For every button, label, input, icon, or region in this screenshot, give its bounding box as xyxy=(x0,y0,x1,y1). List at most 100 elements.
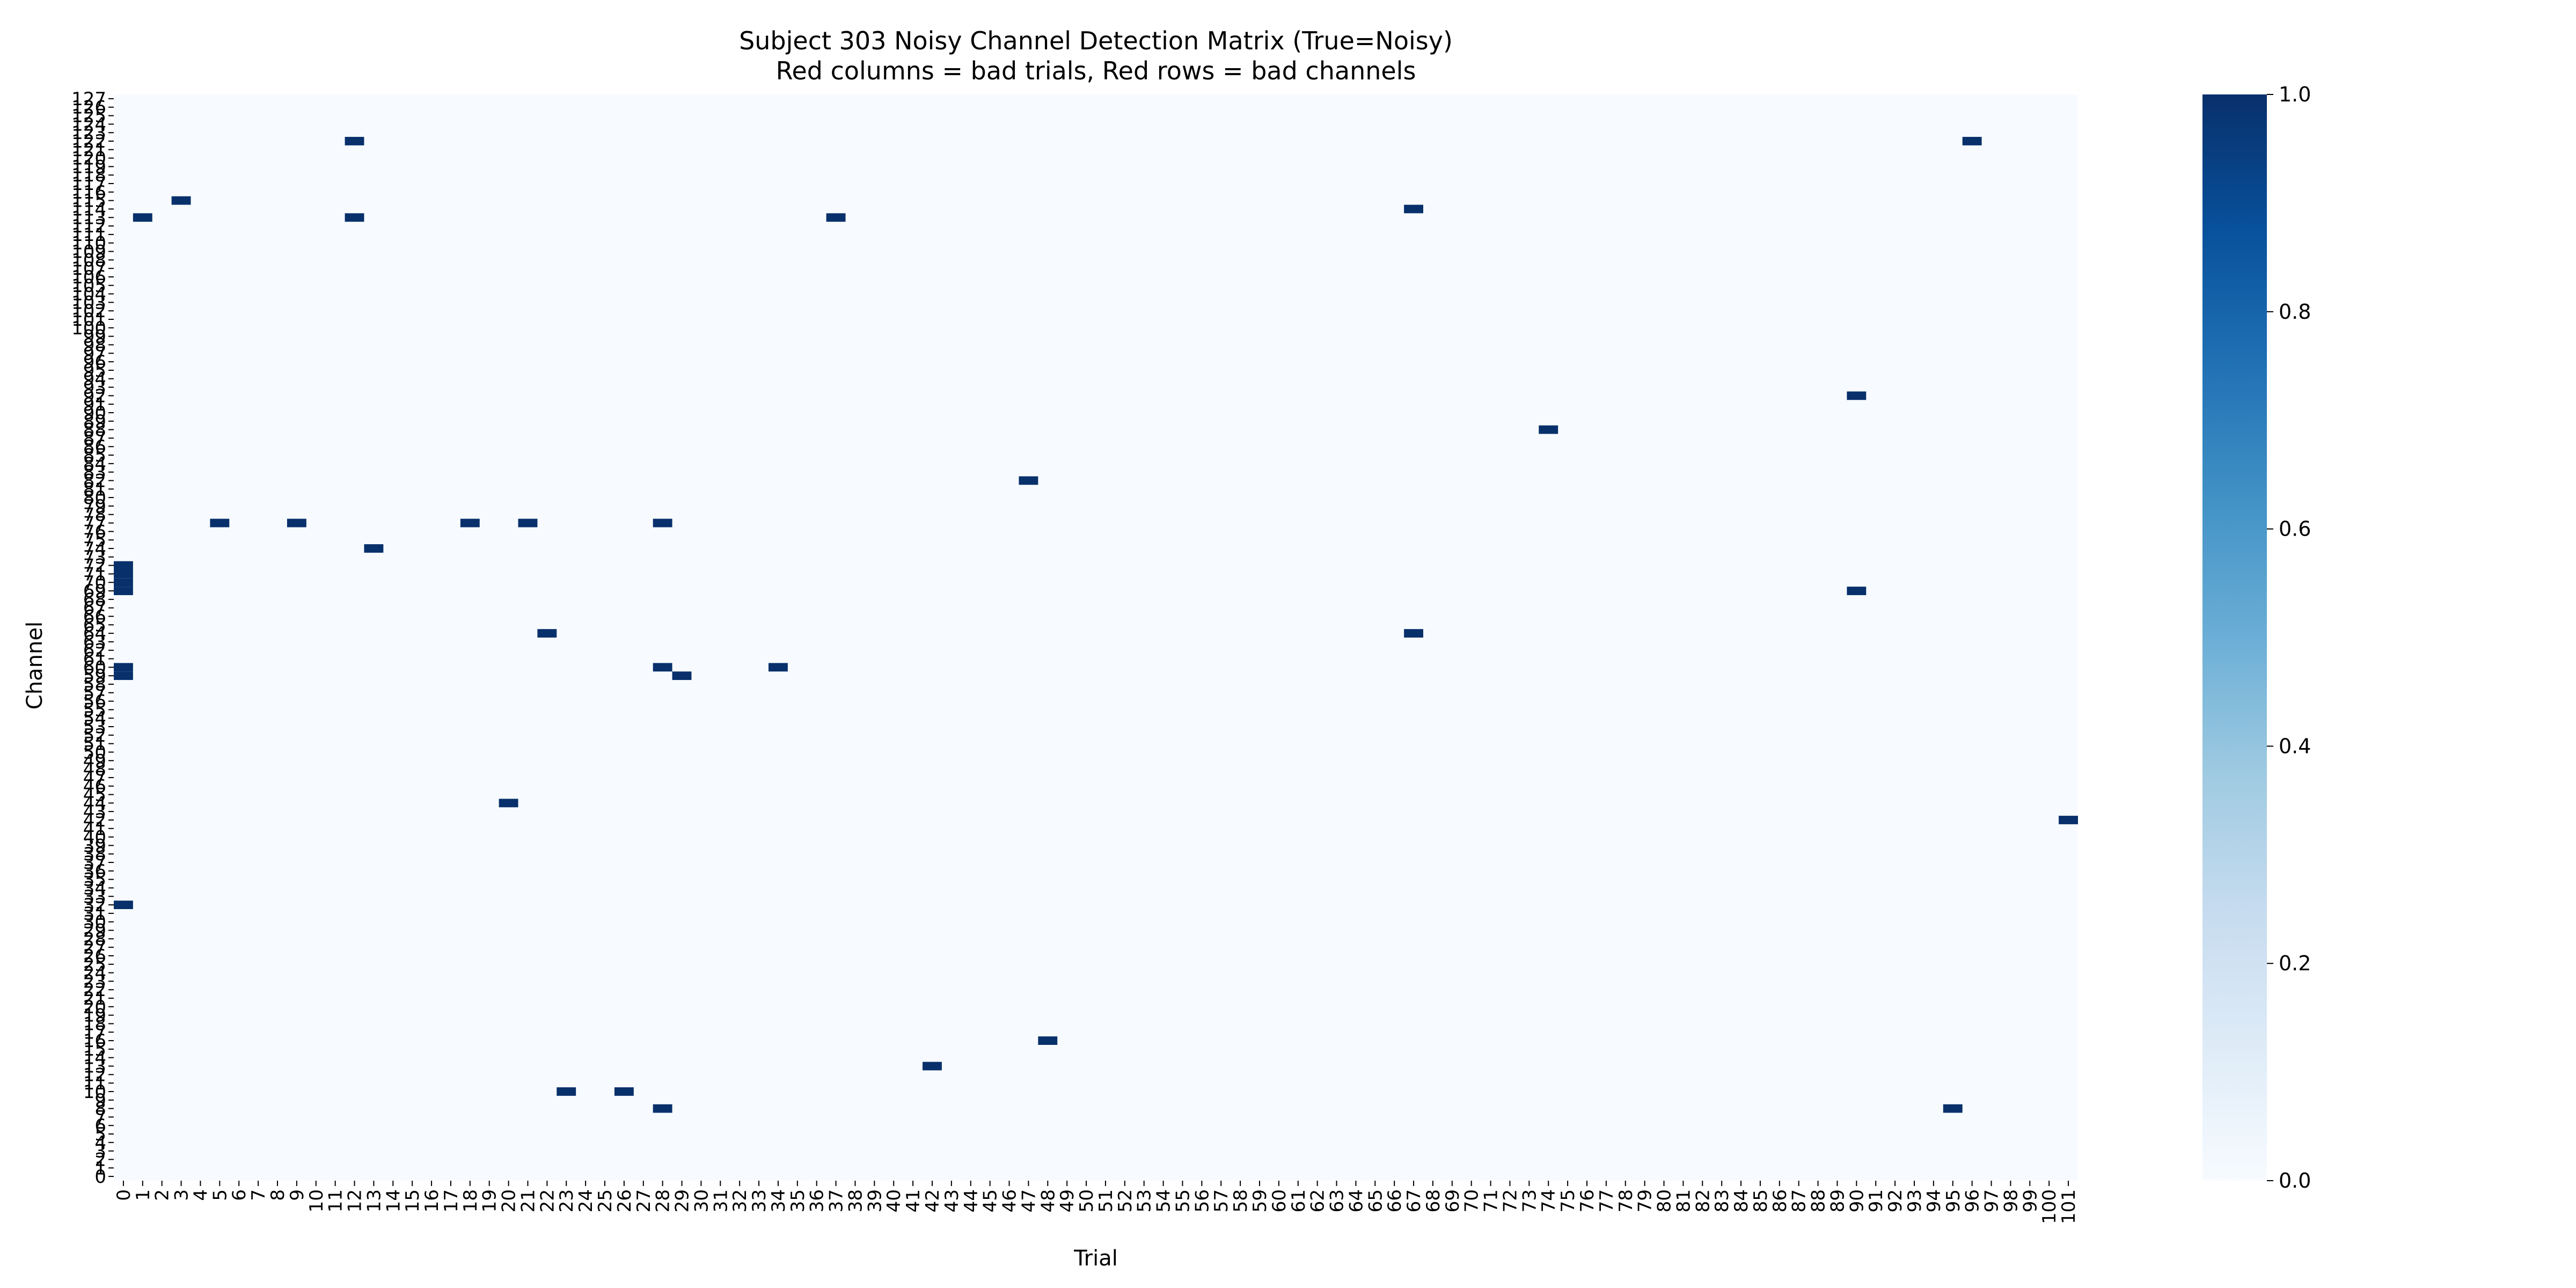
heatmap-cell xyxy=(1847,587,1867,595)
y-tick-label: 109 xyxy=(71,241,106,263)
y-tick-label: 12 xyxy=(83,1064,106,1086)
heatmap-cell xyxy=(114,561,133,570)
colorbar-tick-label: 0.0 xyxy=(2279,1169,2311,1192)
x-tick-label: 36 xyxy=(807,1189,828,1212)
heatmap-cell xyxy=(1962,137,1982,145)
y-tick-label: 74 xyxy=(83,538,106,560)
x-tick-label: 95 xyxy=(1943,1189,1964,1212)
y-tick-label: 83 xyxy=(83,462,106,484)
y-tick-label: 27 xyxy=(83,937,106,958)
y-tick-label: 90 xyxy=(83,402,106,424)
y-tick-label: 103 xyxy=(71,292,106,313)
y-tick-label: 20 xyxy=(83,997,106,1018)
x-tick-label: 61 xyxy=(1288,1189,1309,1212)
y-tick-label: 107 xyxy=(71,258,106,280)
y-tick-label: 121 xyxy=(71,140,106,161)
heatmap-cell xyxy=(114,901,133,909)
heatmap-cell xyxy=(614,1087,634,1096)
heatmap-cell xyxy=(460,518,480,528)
y-tick-label: 105 xyxy=(71,275,106,297)
x-tick-label: 34 xyxy=(768,1189,789,1212)
x-tick-label: 87 xyxy=(1789,1189,1810,1212)
x-tick-label: 39 xyxy=(864,1189,885,1212)
x-tick-label: 59 xyxy=(1249,1189,1271,1212)
x-tick-label: 83 xyxy=(1711,1189,1733,1212)
y-tick-label: 79 xyxy=(83,496,106,517)
x-tick-label: 89 xyxy=(1827,1189,1848,1212)
y-tick-label: 39 xyxy=(83,835,106,857)
y-tick-label: 49 xyxy=(83,750,106,772)
x-tick-label: 23 xyxy=(556,1189,577,1212)
x-axis: 0123456789101112131415161718192021222324… xyxy=(113,1181,2080,1224)
heatmap-cell xyxy=(653,518,672,528)
chart-subtitle: Red columns = bad trials, Red rows = bad… xyxy=(776,56,1416,85)
y-tick-label: 55 xyxy=(83,699,106,721)
x-tick-label: 14 xyxy=(383,1189,404,1212)
y-tick-label: 117 xyxy=(71,173,106,195)
y-tick-label: 85 xyxy=(83,445,106,466)
x-tick-label: 44 xyxy=(961,1189,982,1212)
heatmap-cell xyxy=(518,518,538,528)
x-tick-label: 100 xyxy=(2039,1189,2060,1224)
heatmap-cell xyxy=(171,196,191,205)
y-tick-label: 80 xyxy=(83,487,106,509)
x-tick-label: 26 xyxy=(614,1189,635,1212)
x-tick-label: 8 xyxy=(267,1189,289,1201)
y-tick-label: 48 xyxy=(83,759,106,780)
heatmap-cell xyxy=(114,671,133,680)
heatmap-cell xyxy=(133,213,152,222)
x-tick-label: 50 xyxy=(1076,1189,1097,1212)
x-tick-label: 11 xyxy=(325,1189,347,1212)
y-tick-label: 34 xyxy=(83,877,106,899)
heatmap-cell xyxy=(1404,629,1423,638)
heatmap-cell xyxy=(287,518,306,528)
x-tick-label: 12 xyxy=(345,1189,366,1212)
y-tick-label: 111 xyxy=(71,224,106,246)
y-tick-label: 61 xyxy=(83,649,106,670)
y-tick-label: 66 xyxy=(83,606,106,627)
y-tick-label: 113 xyxy=(71,207,106,229)
y-tick-label: 96 xyxy=(83,352,106,373)
y-tick-label: 102 xyxy=(71,301,106,322)
x-tick-label: 49 xyxy=(1057,1189,1078,1212)
x-tick-label: 38 xyxy=(845,1189,866,1212)
heatmap-cell xyxy=(672,671,692,680)
heatmap-cell xyxy=(769,663,788,672)
y-tick-label: 22 xyxy=(83,979,106,1001)
y-tick-label: 35 xyxy=(83,869,106,891)
y-tick-label: 60 xyxy=(83,657,106,678)
colorbar-gradient xyxy=(2202,94,2267,1181)
x-tick-label: 40 xyxy=(883,1189,905,1212)
heatmap-cell xyxy=(1539,425,1558,434)
x-tick-label: 7 xyxy=(248,1189,269,1201)
heatmap-cell xyxy=(114,663,133,672)
y-tick-label: 41 xyxy=(83,818,106,840)
y-tick-label: 7 xyxy=(94,1107,106,1128)
x-tick-label: 88 xyxy=(1808,1189,1829,1212)
y-tick-label: 31 xyxy=(83,903,106,925)
y-tick-label: 53 xyxy=(83,716,106,738)
x-tick-label: 72 xyxy=(1499,1189,1521,1212)
y-tick-label: 32 xyxy=(83,895,106,916)
y-tick-label: 52 xyxy=(83,725,106,747)
y-tick-label: 97 xyxy=(83,343,106,364)
colorbar-tick-label: 0.2 xyxy=(2279,952,2311,975)
y-tick-label: 89 xyxy=(83,411,106,433)
y-tick-label: 57 xyxy=(83,683,106,704)
y-tick-label: 19 xyxy=(83,1005,106,1027)
heatmap-cell xyxy=(499,799,518,808)
x-tick-label: 29 xyxy=(672,1189,693,1212)
y-tick-label: 6 xyxy=(94,1115,106,1137)
y-tick-label: 100 xyxy=(71,318,106,339)
x-tick-label: 32 xyxy=(729,1189,751,1212)
x-tick-label: 52 xyxy=(1115,1189,1136,1212)
heatmap-cell xyxy=(114,569,133,579)
x-tick-label: 13 xyxy=(363,1189,385,1212)
x-tick-label: 24 xyxy=(575,1189,597,1212)
x-tick-label: 2 xyxy=(152,1189,173,1201)
y-tick-label: 124 xyxy=(71,114,106,135)
x-tick-label: 63 xyxy=(1327,1189,1348,1212)
y-tick-label: 8 xyxy=(94,1099,106,1120)
x-tick-label: 64 xyxy=(1345,1189,1367,1212)
